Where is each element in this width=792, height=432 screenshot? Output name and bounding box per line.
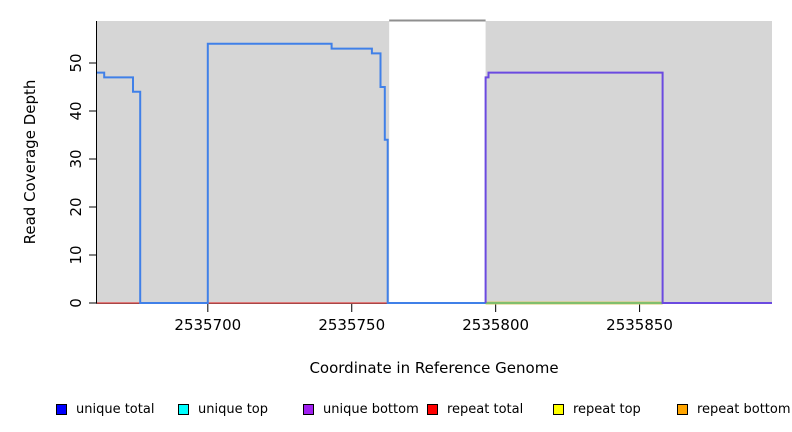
y-axis-label: Read Coverage Depth <box>21 79 39 245</box>
legend-swatch-repeat-bottom <box>677 403 688 415</box>
legend-label: unique bottom <box>323 401 419 417</box>
legend-swatch-repeat-total <box>427 403 438 415</box>
legend-swatch-unique-bottom <box>303 403 314 415</box>
x-axis-label: Coordinate in Reference Genome <box>309 359 559 377</box>
y-tick-label: 0 <box>67 298 85 308</box>
x-tick-label: 2535750 <box>318 316 386 334</box>
legend-label: unique total <box>76 401 155 417</box>
y-tick-label: 10 <box>67 245 85 265</box>
y-tick-label: 20 <box>67 197 85 217</box>
panel-shading <box>97 21 390 303</box>
x-tick-label: 2535850 <box>606 316 673 334</box>
legend-swatch-unique-top <box>178 403 189 415</box>
y-tick-label: 40 <box>67 101 85 121</box>
legend-item-repeat-bottom: repeat bottom <box>677 396 791 422</box>
panel-shading <box>485 21 772 303</box>
x-tick-label: 2535800 <box>462 316 530 334</box>
legend-swatch-repeat-top <box>553 403 564 415</box>
legend-label: repeat total <box>447 401 524 417</box>
legend: unique total unique top unique bottom re… <box>0 396 792 422</box>
y-tick-label: 30 <box>67 149 85 169</box>
x-tick-label: 2535700 <box>174 316 242 334</box>
legend-item-unique-total: unique total <box>56 396 154 422</box>
legend-item-repeat-top: repeat top <box>553 396 641 422</box>
y-tick-label: 50 <box>67 53 85 73</box>
legend-label: repeat top <box>573 401 641 417</box>
legend-label: repeat bottom <box>697 401 791 417</box>
series-line-unique-total <box>97 42 486 304</box>
series-line-unique-bottom <box>484 71 772 304</box>
legend-label: unique top <box>198 401 269 417</box>
legend-item-unique-top: unique top <box>178 396 268 422</box>
legend-item-repeat-total: repeat total <box>427 396 523 422</box>
legend-item-unique-bottom: unique bottom <box>303 396 419 422</box>
legend-swatch-unique-total <box>56 403 67 415</box>
